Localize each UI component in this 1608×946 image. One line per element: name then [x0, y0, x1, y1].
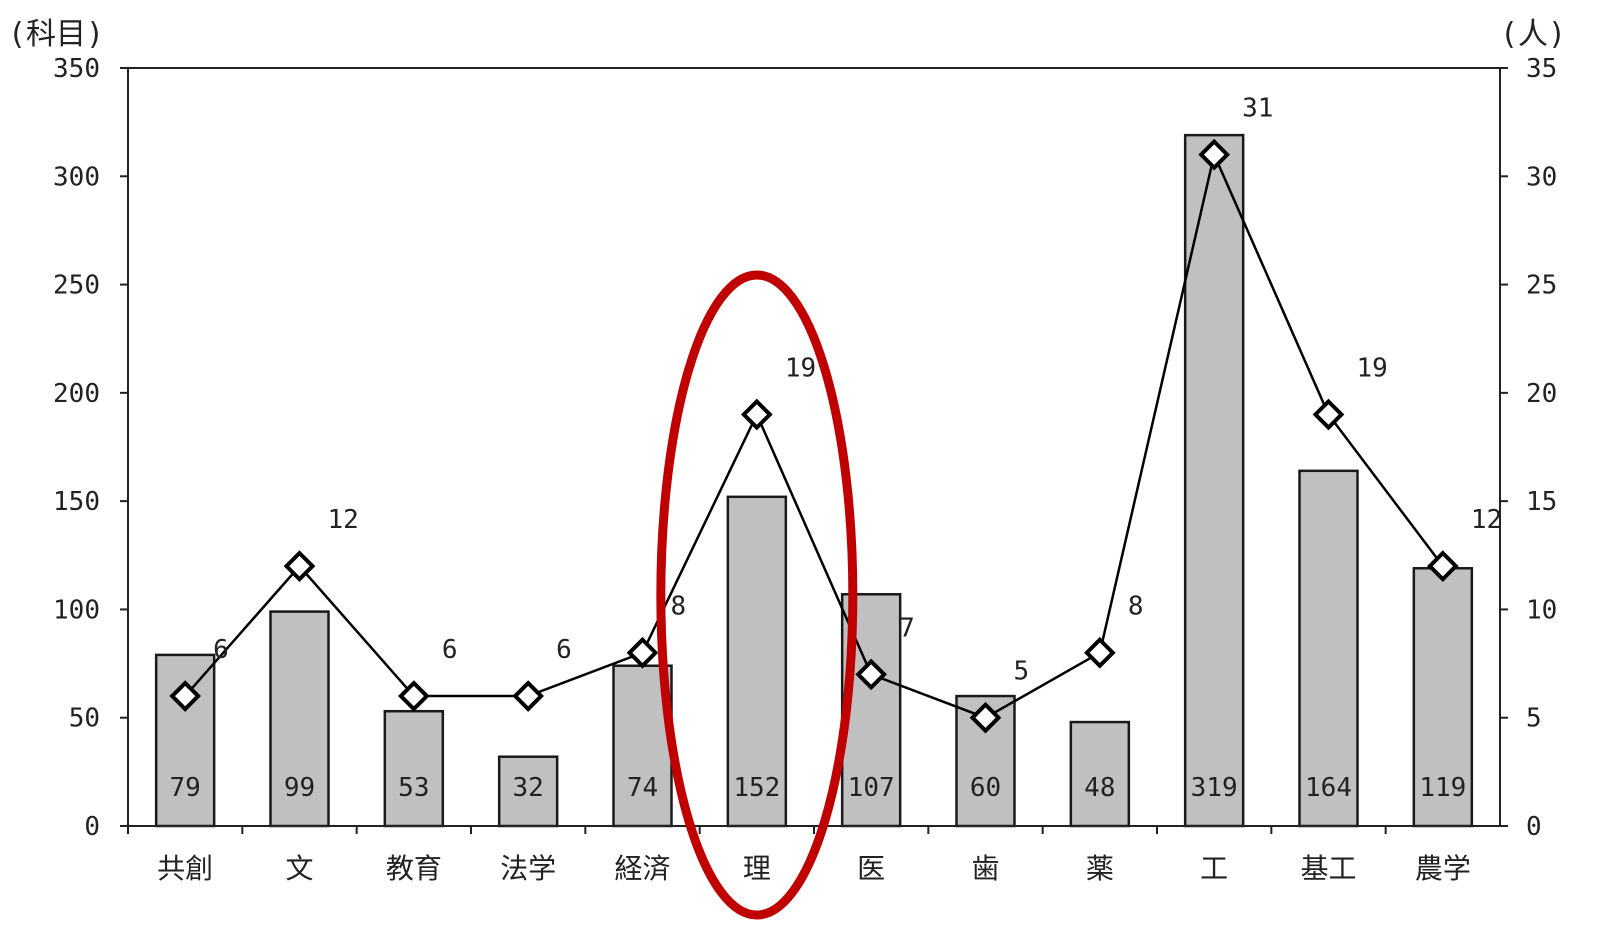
x-tick-label: 医	[857, 852, 885, 885]
x-tick-label: 薬	[1086, 852, 1114, 885]
line-value-label: 6	[213, 635, 229, 665]
line-path	[184, 150, 1444, 720]
line-value-label: 12	[1471, 505, 1502, 535]
line-value-label: 7	[899, 613, 915, 643]
bar-value-label: 119	[1419, 773, 1466, 803]
y-tick-label-left: 200	[53, 379, 100, 409]
bar-value-label: 74	[627, 773, 658, 803]
line-marker	[169, 680, 201, 712]
y-tick-label-right: 5	[1526, 704, 1542, 734]
line-value-label: 31	[1242, 94, 1273, 124]
highlight-ellipse	[656, 270, 858, 920]
line-marker	[969, 701, 1002, 734]
y-tick-label-left: 150	[53, 487, 100, 517]
highlight-group	[656, 270, 858, 920]
line-value-label: 19	[1357, 354, 1388, 384]
bar-value-label: 107	[848, 773, 895, 803]
y-tick-label-right: 10	[1526, 595, 1557, 625]
x-tick-label: 教育	[386, 852, 442, 885]
bar-基工	[1298, 469, 1359, 828]
data-labels: 79 99 53 32 74 152 107 60 48 319 164 119 6 12 6 6 8 19 7 5 8…	[170, 94, 1503, 803]
x-tick-label: 歯	[971, 852, 999, 885]
line-value-label: 8	[1128, 592, 1144, 622]
x-tick-label: 農学	[1415, 852, 1471, 885]
line-marker	[855, 658, 887, 691]
bar-value-label: 319	[1191, 773, 1238, 803]
bar-value-label: 79	[170, 773, 201, 803]
line-marker	[1198, 138, 1230, 171]
line-marker	[741, 398, 773, 431]
y-axis-unit-right: (人)	[1500, 17, 1566, 52]
y-tick-label-right: 35	[1526, 54, 1557, 84]
y-tick-label-right: 30	[1526, 162, 1557, 192]
line-value-label: 6	[442, 635, 458, 665]
y-tick-label-right: 25	[1526, 271, 1557, 301]
axes: 0 50 100 150 200 250 300 350 0 5 10 15 20 25 30 35 共創 文 教育…	[53, 54, 1557, 885]
line-value-label: 19	[785, 354, 816, 384]
line-marker	[512, 680, 544, 712]
bar-教育	[383, 709, 445, 828]
x-tick-label: 理	[743, 852, 771, 885]
line-marker	[1427, 550, 1459, 582]
line-marker	[283, 550, 316, 582]
x-tick-label: 共創	[157, 852, 213, 885]
bar-series	[154, 133, 1474, 828]
bar-value-label: 48	[1084, 773, 1115, 803]
bar-文	[269, 610, 330, 828]
x-tick-label: 文	[285, 852, 313, 885]
y-tick-label-right: 20	[1526, 379, 1557, 409]
y-tick-label-left: 0	[84, 812, 100, 842]
line-marker	[1312, 398, 1345, 431]
bar-農学	[1412, 567, 1474, 828]
x-tick-label: 工	[1200, 852, 1228, 885]
y-tick-label-right: 15	[1526, 487, 1557, 517]
bar-value-label: 60	[970, 773, 1001, 803]
bar-value-label: 99	[284, 773, 315, 803]
line-value-label: 8	[671, 592, 687, 622]
y-tick-label-left: 100	[53, 595, 100, 625]
y-tick-label-right: 0	[1526, 812, 1542, 842]
bar-薬	[1069, 720, 1131, 828]
x-tick-label: 経済	[614, 852, 670, 885]
line-marker	[1084, 636, 1116, 669]
x-tick-label: 法学	[500, 852, 556, 885]
bar-value-label: 164	[1305, 773, 1352, 803]
line-marker	[626, 636, 659, 669]
line-series	[169, 138, 1459, 734]
line-value-label: 12	[328, 505, 359, 535]
y-tick-label-left: 350	[53, 54, 100, 84]
x-tick-label: 基工	[1300, 852, 1356, 885]
y-tick-label-left: 50	[69, 704, 100, 734]
y-tick-label-left: 250	[53, 271, 100, 301]
y-axis-unit-left: (科目)	[8, 17, 104, 52]
bar-value-label: 53	[398, 773, 429, 803]
line-marker	[398, 680, 430, 712]
y-tick-label-left: 300	[53, 162, 100, 192]
line-value-label: 6	[556, 635, 572, 665]
bar-value-label: 152	[733, 773, 780, 803]
bar-value-label: 32	[513, 773, 544, 803]
line-value-label: 5	[1014, 657, 1030, 687]
